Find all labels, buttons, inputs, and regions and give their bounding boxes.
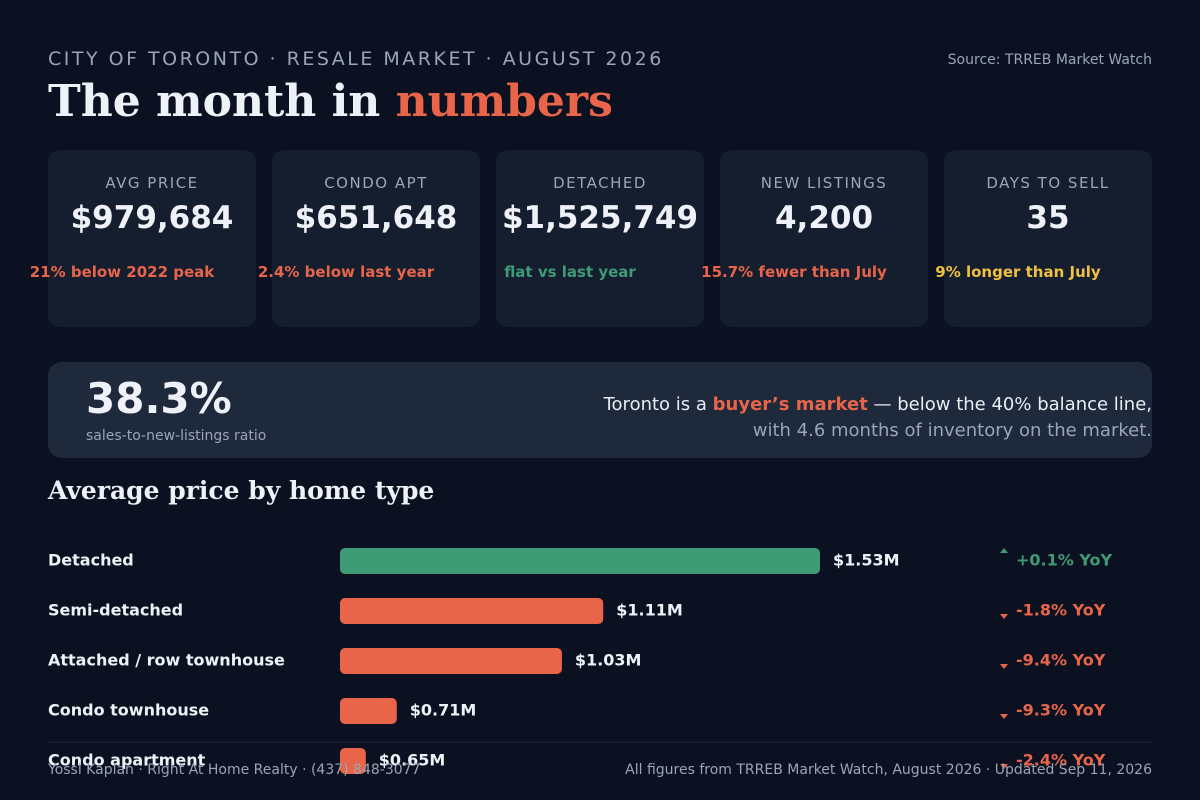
change-arrow — [1000, 548, 1008, 553]
banner-line: Toronto is a buyer’s market — below the … — [604, 394, 1152, 415]
change-label: -9.3% YoY — [1016, 701, 1106, 720]
change-label: +0.1% YoY — [1016, 551, 1112, 570]
category-label: Condo apartment — [48, 751, 206, 770]
value-label: $1.03M — [575, 651, 642, 670]
bar — [340, 548, 820, 574]
kpi-card: NEW LISTINGS 4,200 15.7% fewer than July — [701, 150, 928, 327]
change-arrow — [1000, 614, 1008, 619]
change-arrow — [1000, 714, 1008, 719]
change-label: -1.8% YoY — [1016, 601, 1106, 620]
kpi-value: $979,684 — [70, 200, 234, 236]
value-label: $1.53M — [833, 551, 900, 570]
kpi-value: 35 — [1026, 200, 1070, 236]
kpi-note: flat vs last year — [504, 263, 636, 281]
source: Source: TRREB Market Watch — [947, 52, 1152, 68]
value-label: $0.71M — [410, 701, 477, 720]
kpi-note: 21% below 2022 peak — [29, 263, 215, 281]
bar — [340, 698, 397, 724]
banner: 38.3% sales-to-new-listings ratio Toront… — [48, 362, 1152, 458]
title-text: The month in — [48, 76, 381, 127]
kpi-label: AVG PRICE — [105, 174, 199, 192]
change-arrow — [1000, 664, 1008, 669]
category-label: Attached / row townhouse — [48, 651, 285, 670]
category-label: Condo townhouse — [48, 701, 209, 720]
kpi-card: CONDO APT $651,648 2.4% below last year — [258, 150, 480, 327]
kicker: CITY OF TORONTO · RESALE MARKET · AUGUST… — [48, 48, 664, 70]
kpi-value: 4,200 — [774, 200, 874, 236]
value-label: $0.65M — [379, 751, 446, 770]
kpi-note: 15.7% fewer than July — [701, 263, 887, 281]
kpi-label: DAYS TO SELL — [986, 174, 1110, 192]
footer-left: Yossi Kaplan · Right At Home Realty · (4… — [48, 762, 421, 778]
bar — [340, 648, 562, 674]
title-highlight: numbers — [395, 76, 613, 127]
footer-right: All figures from TRREB Market Watch, Aug… — [625, 762, 1152, 778]
change-arrow — [1000, 764, 1008, 769]
kpi-card: AVG PRICE $979,684 21% below 2022 peak — [30, 150, 256, 327]
text: — below the 40% balance line, — [867, 394, 1152, 415]
ratio-caption: sales-to-new-listings ratio — [86, 428, 267, 444]
kpi-note: 2.4% below last year — [257, 263, 435, 281]
title: The month in numbers — [48, 76, 613, 127]
kpi-note: 9% longer than July — [935, 263, 1101, 281]
bar — [340, 748, 366, 774]
category-label: Detached — [48, 551, 134, 570]
kpi-label: CONDO APT — [324, 174, 428, 192]
kpi-value: $1,525,749 — [501, 200, 699, 236]
bar — [340, 598, 604, 624]
kpi-card: DETACHED $1,525,749 flat vs last year — [496, 150, 704, 327]
kpi-value: $651,648 — [294, 200, 458, 236]
ratio: 38.3% — [86, 374, 232, 423]
category-label: Semi-detached — [48, 601, 183, 620]
change-label: -2.4% YoY — [1016, 751, 1106, 770]
value-label: $1.11M — [616, 601, 683, 620]
kpi-label: DETACHED — [553, 174, 647, 192]
text: Toronto is a — [603, 394, 713, 415]
banner-line: with 4.6 months of inventory on the mark… — [752, 420, 1152, 441]
highlight: buyer’s market — [712, 394, 868, 415]
change-label: -9.4% YoY — [1016, 651, 1106, 670]
kpi-label: NEW LISTINGS — [760, 174, 888, 192]
kpi-card: DAYS TO SELL 35 9% longer than July — [935, 150, 1152, 327]
section-title: Average price by home type — [48, 476, 435, 505]
